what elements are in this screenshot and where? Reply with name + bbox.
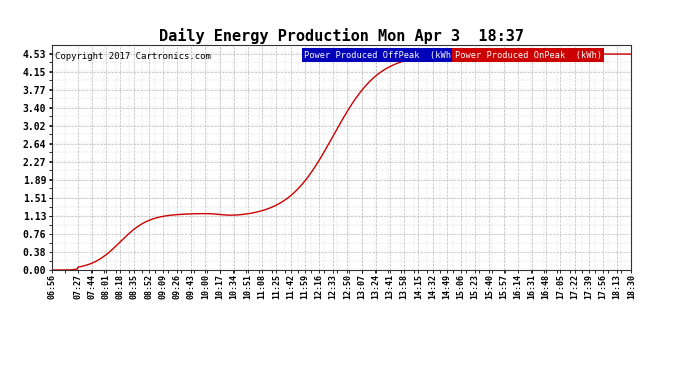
Text: Power Produced OffPeak  (kWh): Power Produced OffPeak (kWh) xyxy=(304,51,456,60)
Title: Daily Energy Production Mon Apr 3  18:37: Daily Energy Production Mon Apr 3 18:37 xyxy=(159,28,524,44)
Text: Power Produced OnPeak  (kWh): Power Produced OnPeak (kWh) xyxy=(455,51,602,60)
Text: Copyright 2017 Cartronics.com: Copyright 2017 Cartronics.com xyxy=(55,52,210,61)
